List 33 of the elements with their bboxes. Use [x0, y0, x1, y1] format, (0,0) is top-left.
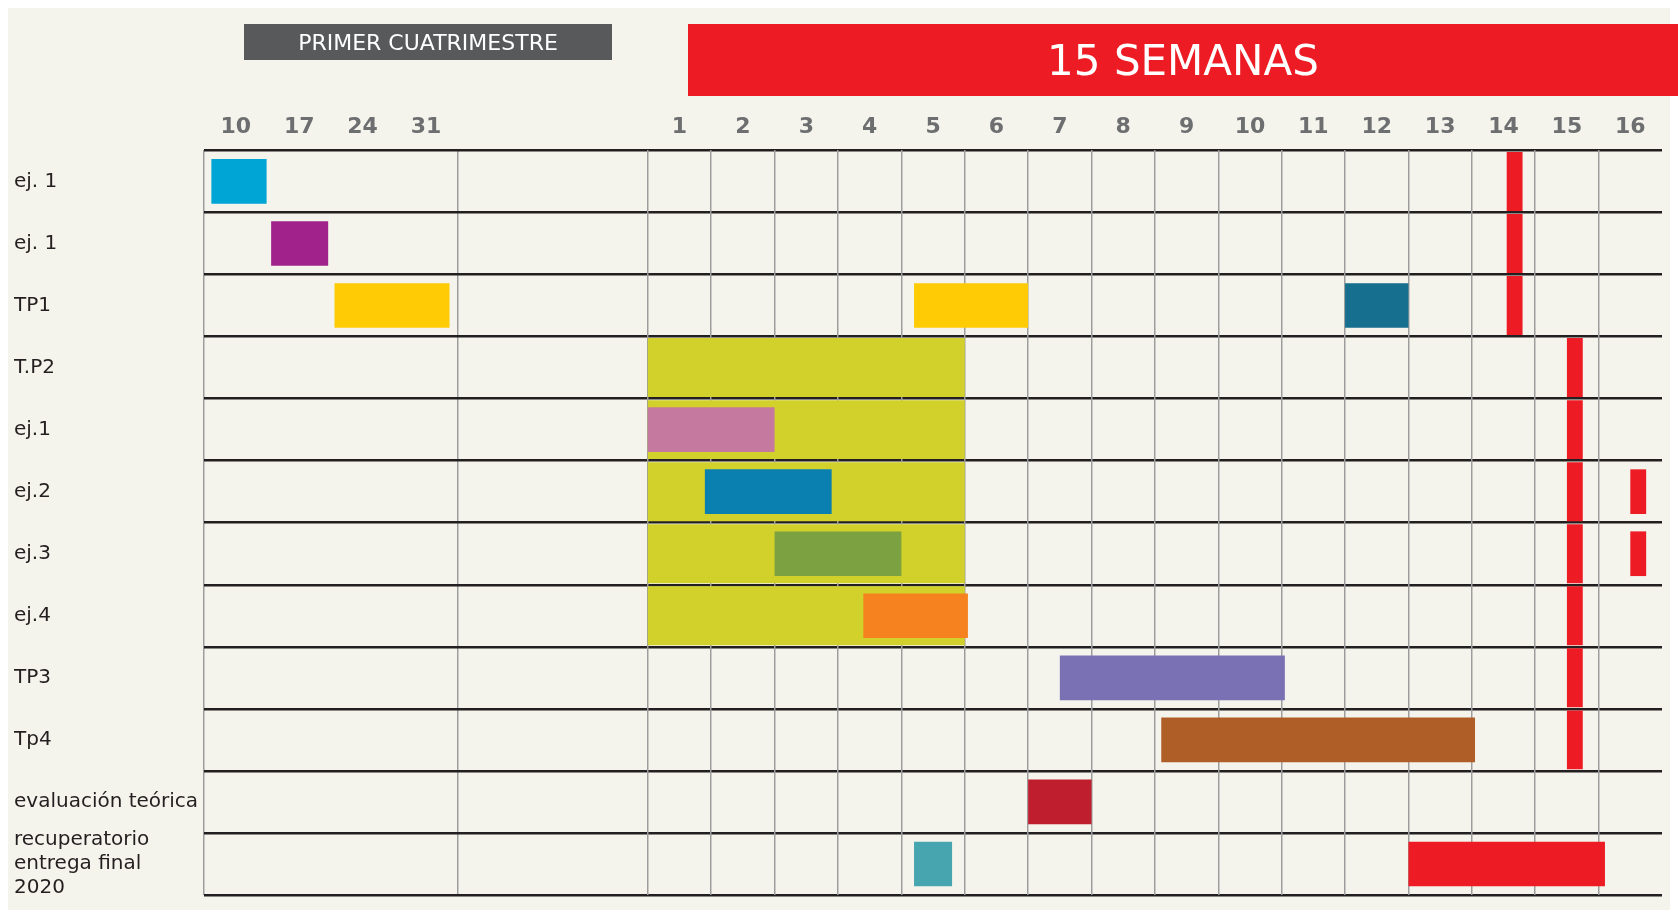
x2-tick-label: 13 — [1424, 112, 1456, 138]
text: 15 SEMANAS — [1047, 35, 1319, 85]
y-tick-label: ej. 1 — [14, 229, 58, 254]
y-tick-label: ej.4 — [14, 601, 51, 626]
x2-tick-label: 15 — [1551, 112, 1583, 138]
y-tick-label: T.P2 — [13, 353, 55, 378]
x2-tick-label: 9 — [1178, 112, 1195, 138]
x2-tick-label: 6 — [988, 112, 1005, 138]
x2-tick-label: 4 — [862, 112, 878, 138]
y-tick-label: ej.2 — [14, 477, 51, 502]
x2-tick-label: 3 — [798, 112, 814, 138]
x2-tick-label: 16 — [1614, 112, 1646, 138]
x-tick-label: 17 — [283, 112, 315, 138]
x2-tick-label: 12 — [1361, 112, 1393, 138]
y-tick-label: ej. 1 — [14, 167, 58, 192]
y-tick-label: recuperatorio entrega final 2020 — [14, 826, 150, 899]
x2-tick-label: 8 — [1115, 112, 1131, 138]
x2-tick-label: 2 — [735, 112, 751, 138]
y-tick-label: ej.1 — [14, 415, 51, 440]
text: PRIMER CUATRIMESTRE — [298, 29, 558, 55]
y-tick-label: TP3 — [13, 664, 52, 689]
x2-tick-label: 14 — [1488, 112, 1519, 138]
x2-tick-label: 11 — [1298, 112, 1329, 138]
x2-tick-label: 5 — [925, 112, 941, 138]
x-tick-label: 31 — [410, 112, 442, 138]
y-tick-label: TP1 — [13, 291, 52, 316]
y-tick-label: Tp4 — [13, 726, 52, 751]
x-tick-label: 10 — [220, 112, 252, 138]
x-tick-label: 24 — [347, 112, 378, 138]
y-tick-label: ej.3 — [14, 539, 51, 564]
y-tick-label: evaluación teórica — [14, 788, 199, 813]
x2-tick-label: 7 — [1052, 112, 1068, 138]
x2-tick-label: 1 — [671, 112, 688, 138]
